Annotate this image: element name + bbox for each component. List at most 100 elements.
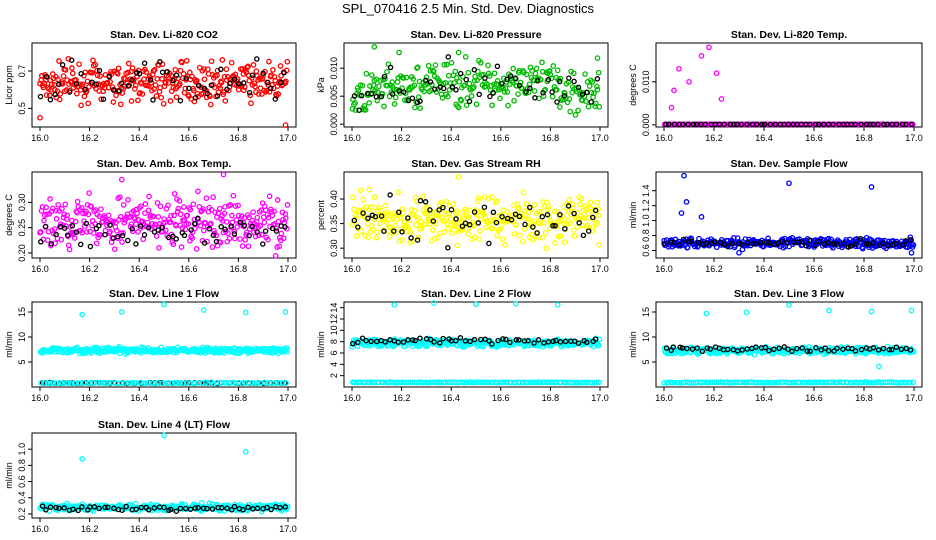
data-point <box>135 97 141 104</box>
data-point <box>421 88 427 95</box>
data-point <box>384 82 391 89</box>
data-point <box>218 223 224 230</box>
data-point <box>525 209 532 216</box>
data-point <box>405 97 412 104</box>
y-tick-label: 0.6 <box>641 244 651 257</box>
data-point <box>668 104 675 111</box>
data-point <box>228 223 234 229</box>
data-point <box>566 196 573 203</box>
data-point <box>545 76 552 83</box>
data-point <box>893 121 900 128</box>
data-point <box>550 338 556 345</box>
data-point <box>443 198 450 205</box>
data-point <box>789 348 795 355</box>
data-point <box>161 432 167 439</box>
data-point <box>537 76 544 83</box>
data-point <box>499 80 505 87</box>
data-point <box>96 223 102 229</box>
data-point <box>453 337 459 344</box>
data-point <box>463 76 469 83</box>
data-point <box>110 87 117 93</box>
data-point <box>239 243 246 249</box>
data-point <box>427 336 434 343</box>
data-point <box>72 218 79 225</box>
data-point <box>382 339 389 345</box>
data-point <box>153 233 160 239</box>
data-point <box>546 379 553 386</box>
data-point <box>190 201 197 208</box>
data-point <box>91 504 98 510</box>
data-point <box>567 108 574 115</box>
data-point <box>71 229 77 236</box>
data-point <box>417 218 424 225</box>
data-point <box>830 121 836 128</box>
data-point <box>493 379 500 386</box>
data-point <box>417 335 423 341</box>
data-point <box>134 210 140 217</box>
data-point <box>570 379 577 386</box>
data-point <box>686 238 692 245</box>
x-tick-label: 16.8 <box>542 133 560 143</box>
data-point <box>158 94 165 101</box>
data-point <box>590 214 596 221</box>
data-point <box>536 208 543 215</box>
data-point <box>535 337 542 343</box>
data-point <box>410 76 417 82</box>
data-point <box>50 380 57 386</box>
data-point <box>426 221 433 227</box>
data-point <box>360 207 366 213</box>
data-point <box>182 505 189 512</box>
data-point <box>427 207 433 213</box>
data-point <box>51 226 58 232</box>
data-point <box>242 309 249 316</box>
data-point <box>125 196 131 203</box>
data-point <box>486 73 493 79</box>
data-point <box>282 504 289 510</box>
data-point <box>852 348 859 354</box>
data-point <box>493 81 500 87</box>
data-point <box>159 380 166 387</box>
data-point <box>133 221 139 228</box>
data-point <box>215 210 222 217</box>
data-point <box>145 224 152 231</box>
data-point <box>453 87 459 93</box>
data-point <box>731 235 737 241</box>
data-point <box>442 79 449 86</box>
data-point <box>183 75 189 81</box>
data-point <box>512 300 519 307</box>
data-point <box>494 232 500 239</box>
data-point <box>55 201 61 208</box>
data-point <box>222 98 229 104</box>
data-point <box>102 231 108 238</box>
data-point <box>531 340 537 346</box>
data-point <box>152 380 159 387</box>
x-tick-label: 16.4 <box>442 133 460 143</box>
data-point <box>209 506 216 512</box>
data-point <box>104 222 110 229</box>
data-point <box>113 92 119 99</box>
data-point <box>517 79 524 86</box>
data-point <box>453 216 459 222</box>
data-point <box>391 380 398 386</box>
data-point <box>241 80 247 86</box>
data-point <box>907 234 914 241</box>
x-tick-label: 16.6 <box>180 133 198 143</box>
data-point <box>763 240 770 246</box>
data-point <box>595 342 602 349</box>
data-point <box>445 72 452 79</box>
data-point <box>481 194 488 200</box>
y-axis-label: ml/min <box>4 462 14 489</box>
data-point <box>575 107 581 114</box>
data-point <box>235 86 242 93</box>
plot-title: Stan. Dev. Li-820 CO2 <box>110 29 218 41</box>
x-tick-label: 17.0 <box>279 133 297 143</box>
data-point <box>164 69 170 75</box>
data-point <box>134 70 140 76</box>
data-point <box>138 203 144 210</box>
data-point <box>96 67 103 74</box>
data-point <box>436 207 442 213</box>
data-point <box>757 239 764 246</box>
data-point <box>559 97 565 104</box>
data-point <box>542 229 549 236</box>
data-point <box>129 226 135 232</box>
